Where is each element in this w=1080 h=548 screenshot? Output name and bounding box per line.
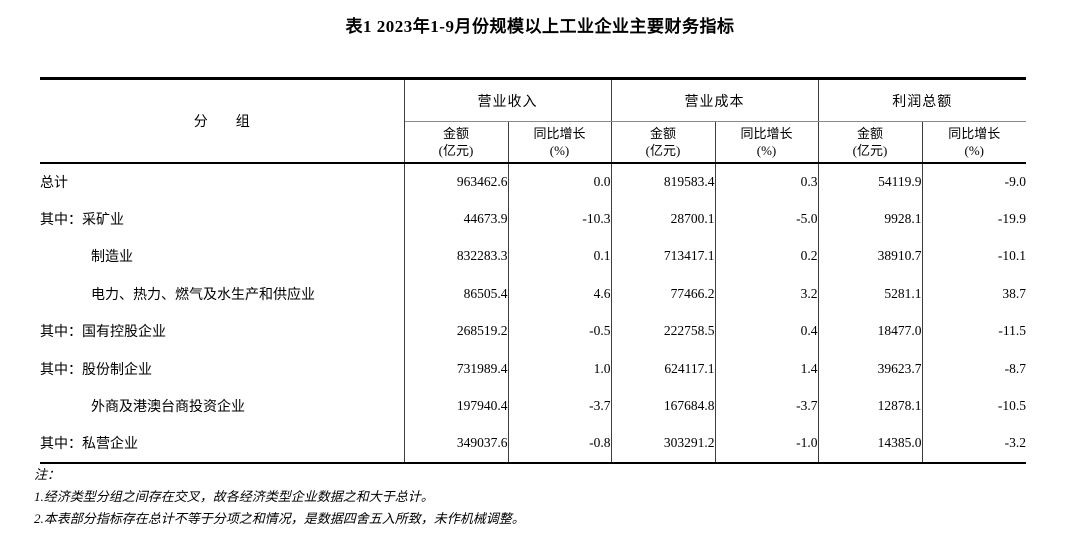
subheader-growth-line2: (%) [549,142,570,158]
subheader-amount-line1: 金额 [442,125,469,141]
cell-revenue-amount: 731989.4 [404,350,509,388]
cell-cost-growth: 0.4 [715,312,819,350]
cell-cost-amount: 303291.2 [611,425,716,463]
cell-revenue-amount: 44673.9 [404,200,509,238]
table-body: 总计 963462.6 0.0 819583.4 0.3 54119.9 -9.… [40,162,1026,463]
cell-profit-growth: 38.7 [1002,285,1026,301]
cell-cost-growth: 3.2 [715,275,819,313]
cell-cost-amount: 222758.5 [611,312,716,350]
cell-revenue-growth: 1.0 [508,350,612,388]
table-row-shareholding: 其中：股份制企业 731989.4 1.0 624117.1 1.4 39623… [40,350,1026,388]
subheader-amount-line2: (亿元) [852,142,888,158]
subheader-amount-line1: 金额 [856,125,883,141]
cell-profit-amount: 38910.7 [818,237,923,275]
subheader-profit-amount: 金额 (亿元) [818,121,923,164]
footnote-header: 注： [34,467,61,482]
column-group-profit: 利润总额 [818,78,1026,122]
cell-cost-amount: 167684.8 [611,387,716,425]
cell-profit-amount: 14385.0 [818,425,923,463]
subheader-growth-line1: 同比增长 [740,125,793,141]
cell-profit-amount: 54119.9 [818,162,923,200]
cell-revenue-amount: 963462.6 [404,162,509,200]
cell-cost-growth: 0.2 [715,237,819,275]
table-row-private: 其中：私营企业 349037.6 -0.8 303291.2 -1.0 1438… [40,425,1026,463]
cell-revenue-growth: -3.7 [508,387,612,425]
subheader-revenue-amount: 金额 (亿元) [404,121,509,164]
subheader-amount-line1: 金额 [649,125,676,141]
cell-group-label: 制造业 [40,237,405,275]
cell-cost-growth: 0.3 [715,162,819,200]
cell-revenue-growth: 0.1 [508,237,612,275]
cell-group-label: 外商及港澳台商投资企业 [40,387,405,425]
cell-group-label: 其中：国有控股企业 [40,312,405,350]
page-title: 表1 2023年1-9月份规模以上工业企业主要财务指标 [345,17,735,36]
cell-revenue-amount: 268519.2 [404,312,509,350]
subheader-growth-line1: 同比增长 [948,125,1001,141]
cell-group-label: 总计 [40,162,405,200]
table-header: 分 组 营业收入 营业成本 利润总额 金额 (亿元) 同比增长 (%) 金额 (… [40,78,1026,164]
table-row-mining: 其中：采矿业 44673.9 -10.3 28700.1 -5.0 9928.1… [40,200,1026,238]
subheader-growth-line2: (%) [964,142,985,158]
cell-profit-growth: -9.0 [1004,173,1026,189]
cell-revenue-growth: -10.3 [508,200,612,238]
cell-revenue-amount: 86505.4 [404,275,509,313]
subheader-growth-line2: (%) [756,142,777,158]
subheader-cost-amount: 金额 (亿元) [611,121,716,164]
subheader-amount-line2: (亿元) [645,142,681,158]
header-row-subcolumns: 金额 (亿元) 同比增长 (%) 金额 (亿元) 同比增长 (%) 金额 (亿元… [40,121,1026,164]
cell-cost-growth: 1.4 [715,350,819,388]
column-group-cost: 营业成本 [611,78,819,122]
header-row-groups: 分 组 营业收入 营业成本 利润总额 [40,78,1026,164]
cell-profit-amount: 5281.1 [818,275,923,313]
cell-revenue-growth: 0.0 [508,162,612,200]
table-row-utilities: 电力、热力、燃气及水生产和供应业 86505.4 4.6 77466.2 3.2… [40,275,1026,313]
cell-cost-amount: 713417.1 [611,237,716,275]
column-group-revenue: 营业收入 [404,78,612,122]
cell-group-label: 其中：采矿业 [40,200,405,238]
subheader-cost-growth: 同比增长 (%) [715,121,819,164]
subheader-amount-line2: (亿元) [438,142,474,158]
cell-revenue-amount: 832283.3 [404,237,509,275]
cell-profit-amount: 18477.0 [818,312,923,350]
cell-group-label: 电力、热力、燃气及水生产和供应业 [40,275,405,313]
cell-group-label: 其中：股份制企业 [40,350,405,388]
footnotes: 注： 1.经济类型分组之间存在交叉，故各经济类型企业数据之和大于总计。 2.本表… [34,464,525,530]
cell-cost-growth: -5.0 [715,200,819,238]
cell-revenue-amount: 349037.6 [404,425,509,463]
table-row-state-holding: 其中：国有控股企业 268519.2 -0.5 222758.5 0.4 184… [40,312,1026,350]
cell-profit-growth: -11.5 [998,323,1026,339]
table-row-manufacturing: 制造业 832283.3 0.1 713417.1 0.2 38910.7 -1… [40,237,1026,275]
subheader-revenue-growth: 同比增长 (%) [508,121,612,164]
cell-cost-amount: 77466.2 [611,275,716,313]
cell-revenue-amount: 197940.4 [404,387,509,425]
cell-profit-growth: -10.1 [997,248,1026,264]
cell-cost-amount: 28700.1 [611,200,716,238]
cell-profit-growth: -3.2 [1004,435,1026,451]
cell-profit-amount: 12878.1 [818,387,923,425]
cell-cost-amount: 624117.1 [611,350,716,388]
subheader-growth-line1: 同比增长 [533,125,586,141]
cell-cost-amount: 819583.4 [611,162,716,200]
table-row-total: 总计 963462.6 0.0 819583.4 0.3 54119.9 -9.… [40,162,1026,200]
cell-profit-growth: -19.9 [997,210,1026,226]
cell-cost-growth: -3.7 [715,387,819,425]
cell-profit-growth: -10.5 [997,398,1026,414]
table-row-foreign-invested: 外商及港澳台商投资企业 197940.4 -3.7 167684.8 -3.7 … [40,387,1026,425]
cell-revenue-growth: -0.5 [508,312,612,350]
cell-cost-growth: -1.0 [715,425,819,463]
cell-group-label: 其中：私营企业 [40,425,405,463]
footnote-item-1: 1.经济类型分组之间存在交叉，故各经济类型企业数据之和大于总计。 [34,489,434,504]
cell-profit-growth: -8.7 [1004,360,1026,376]
cell-profit-amount: 9928.1 [818,200,923,238]
stub-header-group: 分 组 [40,78,405,164]
footnote-item-2: 2.本表部分指标存在总计不等于分项之和情况，是数据四舍五入所致，未作机械调整。 [34,511,525,526]
cell-profit-amount: 39623.7 [818,350,923,388]
subheader-profit-growth: 同比增长 (%) [922,121,1026,164]
cell-revenue-growth: 4.6 [508,275,612,313]
financial-indicators-table: 分 组 营业收入 营业成本 利润总额 金额 (亿元) 同比增长 (%) 金额 (… [40,77,1026,464]
cell-revenue-growth: -0.8 [508,425,612,463]
